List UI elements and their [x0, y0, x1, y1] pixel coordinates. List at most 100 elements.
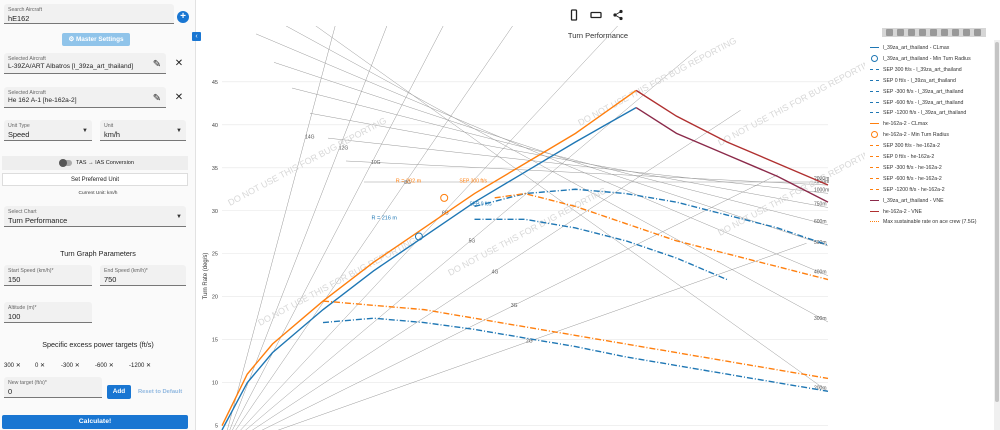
spike-icon[interactable] [963, 29, 970, 36]
calculate-button[interactable]: Calculate! [2, 415, 188, 429]
share-icon[interactable] [612, 9, 624, 21]
add-target-button[interactable]: Add [107, 385, 131, 399]
end-speed-field[interactable]: End Speed (km/h)* 750 [100, 265, 186, 286]
legend-label: SEP -300 ft/s - he-162a-2 [883, 164, 942, 171]
radius-line [315, 26, 829, 392]
legend-swatch [870, 199, 879, 201]
selected-aircraft-2-field[interactable]: Selected Aircraft He 162 A-1 [he-162a-2] [4, 87, 166, 108]
remove-chip-icon[interactable]: ✕ [74, 363, 80, 369]
y-tick-label: 25 [212, 252, 218, 258]
phone-landscape-icon[interactable] [590, 9, 602, 21]
annotation-label: R = 216 m [371, 215, 397, 221]
legend-swatch [870, 47, 879, 48]
legend-label: SEP -1200 ft/s - he-162a-2 [883, 186, 945, 193]
radius-line-label: 400m [814, 270, 827, 276]
g-line [240, 26, 618, 430]
radius-line [345, 160, 829, 186]
phone-portrait-icon[interactable] [568, 9, 580, 21]
annotation-label: R = 202 m [396, 178, 422, 184]
legend-label: l_39za_art_thailand - VNE [883, 197, 944, 204]
remove-aircraft-1-icon[interactable]: ✕ [174, 57, 184, 69]
new-target-field[interactable]: New target (ft/s)* 0 [4, 377, 102, 398]
g-line-label: 4G [492, 269, 499, 275]
series-line [635, 106, 829, 203]
sep-chip: -600 ✕ [95, 363, 114, 369]
turn-performance-chart[interactable]: Turn Performance 5 10 15 20 25 30 35 40 45 2G 3G 4G… [200, 26, 865, 430]
sep-title: Specific excess power targets (ft/s) [42, 340, 154, 349]
altitude-input[interactable]: 100 [8, 312, 21, 321]
radius-line [327, 137, 829, 194]
legend-swatch [870, 221, 879, 223]
legend-swatch [870, 112, 879, 114]
zoom-icon[interactable] [897, 29, 904, 36]
radius-line-label: 2000m [814, 176, 829, 182]
g-line [252, 110, 741, 430]
settings-icon: ⚙ [68, 36, 76, 43]
min-radius-marker-orange [440, 193, 449, 202]
start-speed-field[interactable]: Start Speed (km/h)* 150 [4, 265, 92, 286]
unit-type-select[interactable]: Unit Type Speed ▼ [4, 120, 92, 141]
caret-down-icon: ▼ [82, 128, 88, 134]
hover-icon[interactable] [974, 29, 981, 36]
legend-label: SEP -300 ft/s - l_39za_art_thailand [883, 88, 964, 95]
watermark-text: DO NOT USE THIS FOR BUG REPORTING [716, 55, 865, 147]
series-line [221, 106, 637, 430]
edit-aircraft-1-icon[interactable]: ✎ [152, 58, 162, 70]
legend-swatch [870, 68, 879, 70]
autoscale-icon[interactable] [941, 29, 948, 36]
remove-aircraft-2-icon[interactable]: ✕ [174, 91, 184, 103]
altitude-field[interactable]: Altitude (m)* 100 [4, 302, 92, 323]
unit-type-label: Unit Type [8, 123, 30, 129]
series-line [322, 300, 829, 380]
g-line-label: 2G [526, 338, 533, 344]
selected-aircraft-2-value: He 162 A-1 [he-162a-2] [8, 97, 77, 104]
reset-default-button[interactable]: Reset to Default [138, 389, 183, 395]
g-line-label: 10G [371, 160, 381, 166]
radius-line [285, 26, 829, 323]
select-chart-select[interactable]: Select Chart Turn Performance ▼ [4, 206, 186, 227]
y-tick-label: 20 [212, 295, 218, 301]
legend-swatch [870, 123, 879, 125]
legend-circle-icon [871, 131, 878, 139]
remove-chip-icon[interactable]: ✕ [108, 363, 114, 369]
sep-chip: -300 ✕ [61, 363, 80, 369]
scrollbar[interactable] [994, 40, 1000, 430]
legend-swatch [870, 177, 879, 179]
remove-chip-icon[interactable]: ✕ [15, 363, 21, 369]
new-target-input[interactable]: 0 [8, 387, 13, 396]
search-aircraft-input[interactable]: hE162 [8, 14, 30, 23]
selected-aircraft-1-field[interactable]: Selected Aircraft L-39ZA/ART Albatros [l… [4, 53, 166, 74]
g-line [229, 26, 388, 430]
remove-chip-icon[interactable]: ✕ [40, 363, 46, 369]
legend-swatch [870, 79, 879, 81]
search-aircraft-field[interactable]: Search Aircraft hE162 [4, 4, 174, 24]
plus-icon[interactable]: + [177, 11, 189, 23]
end-speed-input[interactable]: 750 [104, 275, 117, 284]
unit-type-value: Speed [8, 130, 30, 139]
selected-aircraft-1-value: L-39ZA/ART Albatros [l_39za_art_thailand… [8, 63, 134, 70]
y-tick-label: 30 [212, 209, 218, 215]
pan-icon[interactable] [908, 29, 915, 36]
unit-select[interactable]: Unit km/h ▼ [100, 120, 186, 141]
sep-chip: 300 ✕ [4, 363, 21, 369]
watermark-text: DO NOT USE THIS FOR BUG REPORTING [226, 115, 388, 207]
collapse-sidebar-icon[interactable]: ‹ [192, 32, 201, 41]
y-tick-label: 40 [212, 123, 218, 129]
scrollbar-thumb[interactable] [995, 42, 999, 402]
legend-label: he-162a-2 - CLmax [883, 121, 928, 128]
legend-swatch [870, 145, 879, 147]
toggle-knob [59, 159, 67, 167]
edit-aircraft-2-icon[interactable]: ✎ [152, 92, 162, 104]
start-speed-input[interactable]: 150 [8, 275, 21, 284]
camera-icon[interactable] [886, 29, 893, 36]
master-settings-button[interactable]: ⚙ Master Settings [62, 33, 130, 46]
remove-chip-icon[interactable]: ✕ [146, 363, 152, 369]
zoom-in-icon[interactable] [919, 29, 926, 36]
current-unit-text: Current Unit: km/h [78, 191, 118, 196]
search-aircraft-label: Search Aircraft [8, 7, 43, 13]
series-line [221, 89, 637, 427]
set-preferred-unit-button[interactable]: Set Preferred Unit [2, 173, 188, 186]
zoom-out-icon[interactable] [930, 29, 937, 36]
reset-axes-icon[interactable] [952, 29, 959, 36]
legend-label: he-162a-2 - Min Turn Radius [883, 132, 950, 139]
